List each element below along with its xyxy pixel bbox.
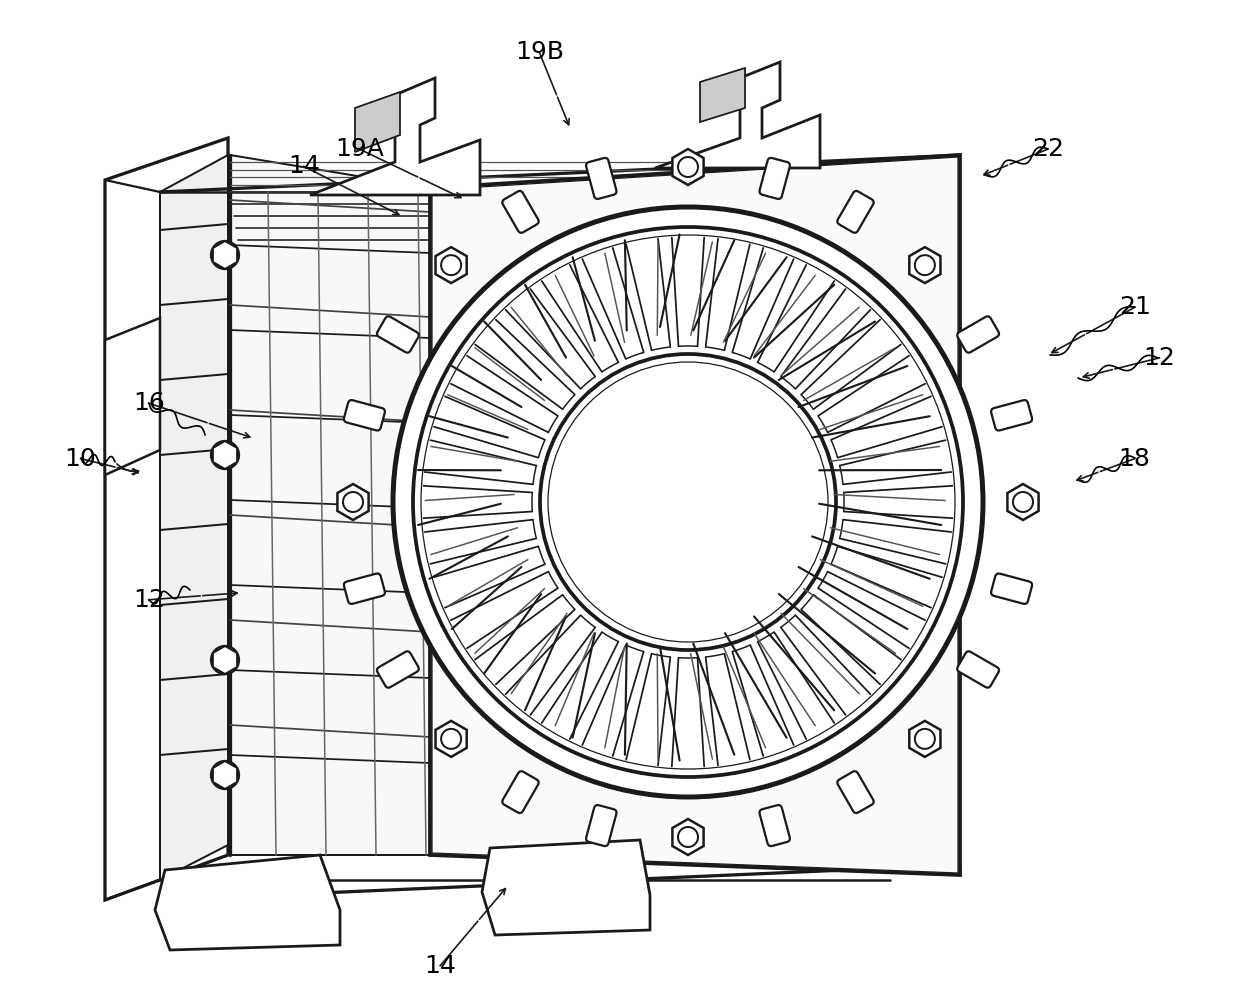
FancyBboxPatch shape — [587, 158, 616, 199]
Circle shape — [211, 646, 239, 674]
Circle shape — [217, 247, 233, 263]
Circle shape — [441, 729, 461, 749]
Polygon shape — [430, 155, 960, 875]
Circle shape — [678, 827, 698, 847]
Circle shape — [217, 447, 233, 463]
Circle shape — [393, 207, 983, 797]
FancyBboxPatch shape — [759, 805, 790, 846]
FancyBboxPatch shape — [502, 191, 538, 233]
Text: 21: 21 — [1118, 295, 1151, 320]
Polygon shape — [160, 155, 228, 880]
Circle shape — [217, 652, 233, 668]
Polygon shape — [155, 855, 340, 950]
Circle shape — [539, 354, 836, 650]
Polygon shape — [105, 138, 228, 900]
Polygon shape — [213, 241, 237, 269]
Circle shape — [211, 241, 239, 269]
Circle shape — [422, 235, 955, 769]
FancyBboxPatch shape — [957, 317, 999, 353]
Polygon shape — [213, 646, 237, 674]
Text: 12: 12 — [1143, 346, 1176, 370]
FancyBboxPatch shape — [837, 191, 874, 233]
Polygon shape — [435, 247, 466, 283]
FancyBboxPatch shape — [957, 651, 999, 687]
Polygon shape — [672, 818, 703, 855]
Text: 19A: 19A — [335, 137, 384, 161]
Text: 19B: 19B — [515, 40, 564, 65]
FancyBboxPatch shape — [502, 771, 538, 813]
Text: 10: 10 — [64, 447, 97, 471]
Text: 16: 16 — [133, 391, 165, 415]
Circle shape — [915, 255, 935, 275]
Circle shape — [211, 761, 239, 789]
Polygon shape — [310, 78, 480, 195]
Circle shape — [915, 729, 935, 749]
Polygon shape — [482, 840, 650, 935]
Circle shape — [441, 255, 461, 275]
Polygon shape — [909, 247, 940, 283]
Polygon shape — [105, 318, 160, 475]
Polygon shape — [701, 68, 745, 122]
Circle shape — [1013, 492, 1033, 512]
FancyBboxPatch shape — [377, 317, 419, 353]
Polygon shape — [1007, 484, 1039, 520]
Polygon shape — [672, 149, 703, 185]
Polygon shape — [435, 721, 466, 757]
FancyBboxPatch shape — [991, 400, 1032, 430]
Circle shape — [211, 442, 239, 469]
FancyBboxPatch shape — [343, 400, 384, 430]
FancyBboxPatch shape — [343, 574, 384, 604]
Text: 14: 14 — [288, 154, 320, 178]
Circle shape — [413, 227, 963, 777]
Text: 12: 12 — [133, 588, 165, 612]
FancyBboxPatch shape — [587, 805, 616, 846]
FancyBboxPatch shape — [377, 651, 419, 687]
FancyBboxPatch shape — [837, 771, 874, 813]
Text: 22: 22 — [1032, 137, 1064, 161]
Polygon shape — [213, 761, 237, 789]
Circle shape — [217, 767, 233, 783]
Polygon shape — [909, 721, 940, 757]
FancyBboxPatch shape — [759, 158, 790, 199]
Circle shape — [678, 157, 698, 177]
Polygon shape — [229, 155, 430, 855]
Polygon shape — [355, 92, 401, 152]
Text: 18: 18 — [1118, 447, 1151, 471]
Polygon shape — [213, 442, 237, 469]
Polygon shape — [655, 62, 820, 168]
FancyBboxPatch shape — [991, 574, 1032, 604]
Polygon shape — [337, 484, 368, 520]
Text: 14: 14 — [424, 954, 456, 978]
Polygon shape — [432, 157, 959, 873]
Circle shape — [343, 492, 363, 512]
Circle shape — [548, 362, 828, 642]
